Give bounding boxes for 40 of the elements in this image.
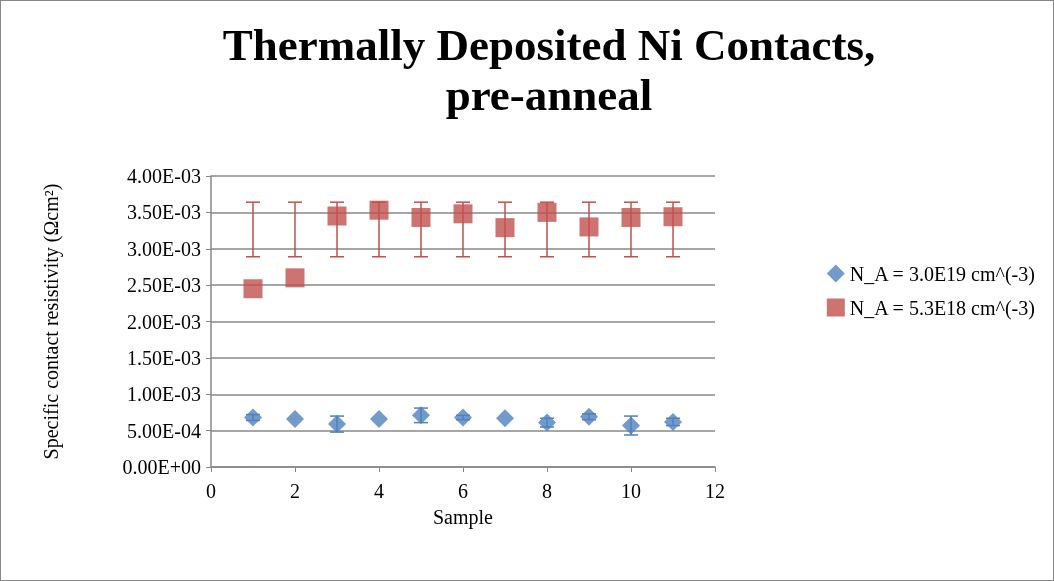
x-tick-label: 4: [374, 480, 384, 502]
y-tick-label: 4.00E-03: [127, 165, 201, 187]
y-tick-label: 2.00E-03: [127, 310, 201, 333]
point: [453, 204, 473, 224]
x-tick-label: 6: [458, 480, 468, 502]
y-tick-label: 2.50E-03: [127, 274, 201, 297]
point: [243, 279, 263, 299]
y-tick-label: 0.00E+00: [122, 456, 201, 478]
point: [663, 207, 683, 227]
point: [579, 217, 599, 237]
point: [537, 202, 557, 222]
point: [580, 407, 598, 426]
y-axis-title: Specific contact resistivity (Ωcm²): [40, 183, 63, 460]
y-tick-label: 1.50E-03: [127, 346, 201, 369]
point: [369, 200, 389, 220]
point: [454, 408, 472, 427]
point: [538, 413, 556, 432]
y-tick-label: 5.00E-04: [127, 419, 201, 442]
chart-title: Thermally Deposited Ni Contacts, pre-anneal: [222, 20, 876, 120]
y-tick-label: 3.00E-03: [127, 237, 201, 260]
point: [285, 268, 305, 288]
x-tick-label: 10: [621, 480, 641, 502]
x-tick-label: 2: [290, 480, 300, 502]
y-tick-label: 1.00E-03: [127, 383, 201, 406]
point: [327, 206, 347, 226]
legend-label: N_A = 3.0E19 cm^(-3): [849, 262, 1035, 286]
y-tick-label: 3.50E-03: [127, 201, 201, 224]
point: [244, 408, 262, 427]
point: [621, 207, 641, 227]
point: [495, 218, 515, 238]
point: [496, 409, 514, 428]
point: [370, 409, 388, 428]
point: [664, 412, 682, 431]
x-axis-title: Sample: [433, 506, 494, 529]
x-tick-label: 0: [206, 480, 216, 502]
point: [286, 409, 304, 428]
legend-label: N_A = 5.3E18 cm^(-3): [849, 296, 1035, 320]
point: [411, 207, 431, 227]
x-tick-label: 8: [542, 480, 552, 502]
x-tick-label: 12: [705, 480, 725, 502]
